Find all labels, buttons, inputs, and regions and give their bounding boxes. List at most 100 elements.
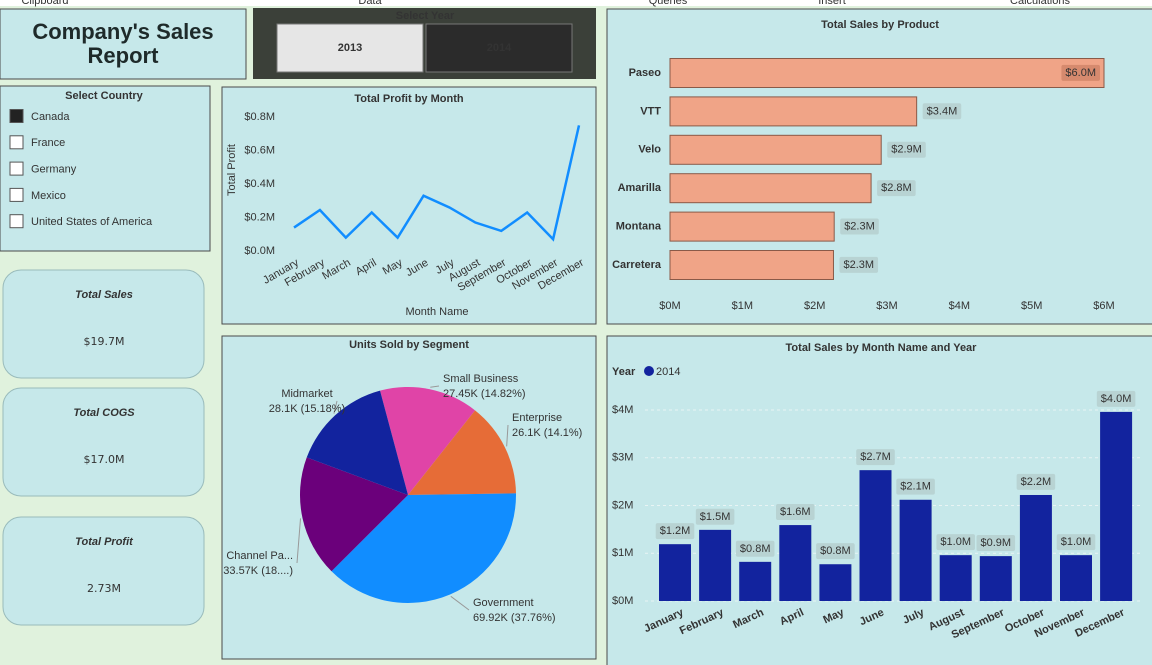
data-label: $1.5M: [700, 511, 731, 523]
pie-slice: [408, 410, 516, 495]
line: [293, 125, 581, 242]
checkbox[interactable]: [9, 135, 24, 150]
pie-slice: [306, 390, 408, 495]
pie-value-label: 27.45K (14.82%): [443, 388, 526, 400]
leader-line: [296, 518, 302, 564]
year-option[interactable]: 2014: [487, 42, 512, 54]
kpi-card: [2, 516, 205, 626]
bar: [1060, 555, 1092, 601]
data-label: $2.3M: [843, 259, 874, 271]
y-tick-label: Velo: [638, 144, 661, 156]
y-tick-label: $3M: [612, 452, 633, 464]
leader-line: [450, 595, 470, 611]
country-option[interactable]: United States of America: [31, 216, 153, 228]
leader-line: [506, 424, 509, 447]
data-label: $0.9M: [981, 537, 1012, 549]
data-label-bg: [877, 180, 916, 197]
country-option[interactable]: France: [31, 137, 65, 149]
data-label-bg: [776, 503, 815, 520]
legend-label: 2014: [656, 366, 680, 378]
kpi-label: Total Profit: [75, 536, 134, 548]
pie-value-label: 28.1K (15.18%): [269, 403, 345, 415]
checkbox[interactable]: [9, 187, 24, 202]
kpi-label: Total Sales: [75, 289, 133, 301]
title-panel: [0, 8, 247, 80]
data-label: $3.4M: [927, 105, 958, 117]
ribbon-label: Insert: [818, 0, 846, 7]
x-tick-label: $0M: [659, 300, 680, 312]
data-label: $1.0M: [940, 536, 971, 548]
year-option[interactable]: 2013: [338, 42, 362, 54]
pie-label: Midmarket: [281, 388, 332, 400]
data-label-bg: [695, 508, 735, 525]
year-button[interactable]: [425, 23, 573, 73]
y-tick-label: Amarilla: [618, 182, 662, 194]
y-tick-label: Montana: [616, 221, 662, 233]
kpi-value: $17.0M: [84, 453, 125, 466]
bar: [669, 134, 882, 165]
x-axis-title: Month Name: [406, 306, 469, 318]
chart-title: Total Sales by Product: [821, 19, 939, 31]
data-label-bg: [896, 478, 935, 495]
pie-slice: [331, 493, 516, 603]
data-label-bg: [840, 218, 879, 235]
data-label: $2.8M: [881, 182, 912, 194]
chart-title: Total Profit by Month: [354, 93, 463, 105]
title-box: Company's Sales Report: [0, 9, 246, 79]
y-tick-label: $0.2M: [244, 211, 275, 223]
data-label: $1.0M: [1061, 536, 1092, 548]
slicer-title: Select Year: [396, 10, 455, 22]
data-label: $6.0M: [1065, 67, 1096, 79]
line-panel: [221, 86, 597, 325]
data-label-bg: [976, 535, 1016, 552]
bar: [669, 173, 872, 204]
checkbox[interactable]: [9, 161, 24, 176]
year-button[interactable]: [276, 23, 424, 73]
leader-line: [430, 385, 440, 388]
y-tick-label: $0.4M: [244, 178, 275, 190]
x-tick-label: $4M: [949, 300, 970, 312]
y-tick-label: $0.8M: [244, 111, 275, 123]
pie-label: Small Business: [443, 373, 519, 385]
bar: [739, 561, 772, 601]
checkbox[interactable]: [9, 214, 24, 229]
legend-title: Year: [612, 366, 636, 378]
y-tick-label: Carretera: [612, 259, 662, 271]
y-axis-title: Total Profit: [226, 144, 238, 196]
data-label: $2.2M: [1021, 476, 1052, 488]
checkbox[interactable]: [9, 109, 24, 123]
data-label-bg: [1016, 473, 1056, 490]
x-tick-label: $1M: [732, 300, 753, 312]
kpi-value: $19.7M: [84, 335, 125, 348]
country-slicer-panel: [0, 85, 211, 252]
bar: [819, 564, 852, 601]
data-label-bg: [655, 523, 695, 540]
country-option[interactable]: Canada: [31, 111, 70, 123]
y-tick-label: $1M: [612, 547, 633, 559]
report-title: Company's Sales Report: [32, 19, 214, 68]
bar: [979, 556, 1012, 601]
pie-label: Government: [473, 597, 534, 609]
data-label-bg: [887, 141, 926, 158]
data-label: $0.8M: [820, 545, 851, 557]
data-label: $1.6M: [780, 506, 811, 518]
country-option[interactable]: Germany: [31, 164, 77, 176]
country-option[interactable]: Mexico: [31, 190, 66, 202]
data-label: $2.9M: [891, 144, 922, 156]
pie-slice: [380, 387, 476, 495]
data-label: $1.2M: [660, 525, 691, 537]
kpi-value: 2.73M: [87, 582, 121, 595]
x-tick-label: $2M: [804, 300, 825, 312]
pie-slice: [300, 457, 408, 572]
x-tick-label: $3M: [876, 300, 897, 312]
chart-title: Total Sales by Month Name and Year: [786, 342, 978, 354]
bar: [669, 58, 1105, 88]
x-tick-label: $6M: [1093, 300, 1114, 312]
data-label: $2.3M: [844, 221, 875, 233]
y-tick-label: $0.0M: [244, 245, 275, 257]
kpi-card: [2, 269, 205, 379]
legend-marker: [644, 366, 654, 376]
pie-label: Channel Pa...: [226, 550, 293, 562]
bar: [779, 525, 812, 601]
